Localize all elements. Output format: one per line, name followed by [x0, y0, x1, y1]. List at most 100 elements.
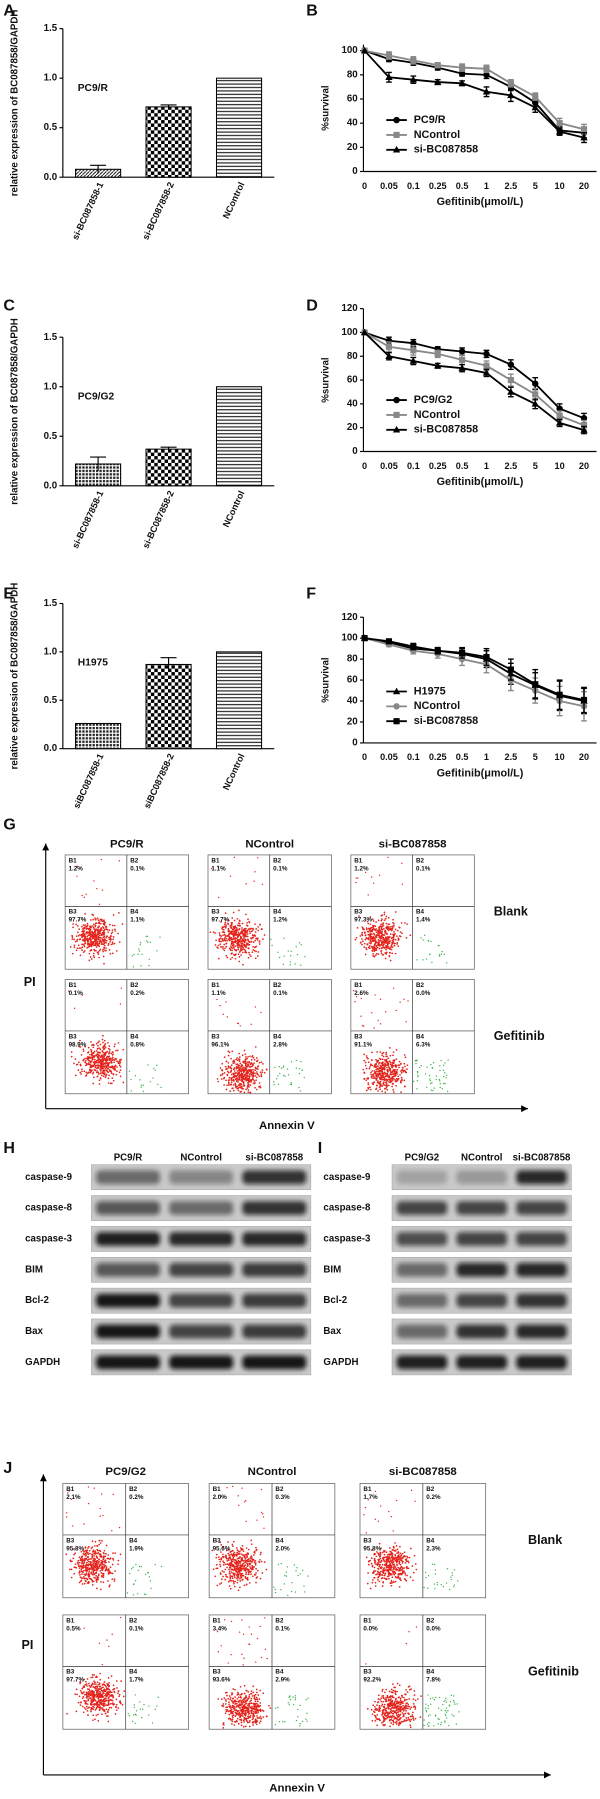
event-dot: [374, 1063, 377, 1066]
event-dot: [243, 1584, 246, 1587]
event-dot: [355, 995, 358, 998]
event-dot: [115, 1058, 118, 1060]
event-dot: [229, 949, 232, 951]
event-dot: [429, 953, 431, 956]
event-dot: [263, 1527, 265, 1529]
event-dot: [400, 1076, 403, 1079]
event-dot: [229, 924, 232, 927]
event-dot: [246, 1087, 249, 1089]
event-dot: [379, 1563, 382, 1566]
event-dot: [387, 917, 390, 919]
event-dot: [107, 1715, 109, 1717]
event-dot: [87, 1573, 90, 1575]
event-dot: [387, 925, 390, 928]
event-dot: [238, 1075, 240, 1078]
event-dot: [224, 1065, 227, 1068]
event-dot: [226, 1067, 228, 1070]
event-dot: [92, 914, 95, 917]
event-dot: [133, 1583, 135, 1585]
event-dot: [100, 1559, 102, 1562]
event-dot: [87, 1057, 90, 1059]
event-dot: [234, 930, 237, 933]
event-dot: [439, 1080, 441, 1082]
event-dot: [369, 1086, 371, 1089]
event-dot: [216, 998, 218, 1001]
quadrant-percent: 0.1%: [130, 865, 145, 872]
event-dot: [387, 1575, 390, 1577]
event-dot: [108, 1066, 111, 1069]
event-dot: [439, 1065, 441, 1067]
event-dot: [383, 1077, 386, 1079]
event-dot: [252, 1568, 254, 1571]
event-dot: [382, 946, 385, 949]
event-dot: [380, 932, 383, 935]
event-dot: [103, 929, 106, 932]
event-dot: [218, 1558, 221, 1561]
event-dot: [434, 1569, 436, 1571]
event-dot: [73, 1566, 76, 1569]
event-dot: [395, 1069, 397, 1071]
event-dot: [239, 949, 242, 952]
event-dot: [108, 1585, 111, 1588]
event-dot: [354, 1000, 356, 1003]
event-dot: [227, 927, 230, 930]
event-dot: [233, 948, 236, 951]
event-dot: [94, 1577, 97, 1579]
quadrant-percent: 0.1%: [273, 990, 288, 997]
event-dot: [107, 1047, 110, 1050]
event-dot: [262, 1516, 265, 1518]
event-dot: [439, 1086, 441, 1089]
quadrant-percent: 0.2%: [426, 1494, 441, 1501]
event-dot: [99, 1685, 102, 1688]
column-title: NControl: [245, 839, 294, 851]
event-dot: [237, 1081, 239, 1083]
event-dot: [214, 1575, 217, 1578]
event-dot: [255, 1546, 257, 1549]
point: [385, 638, 393, 645]
event-dot: [236, 1565, 239, 1567]
event-dot: [236, 1059, 239, 1062]
quadrant-name: B1: [354, 982, 363, 989]
event-dot: [104, 1076, 107, 1079]
event-dot: [229, 939, 232, 941]
event-dot: [93, 1058, 96, 1061]
event-dot: [88, 930, 91, 933]
event-dot: [104, 1054, 107, 1056]
event-dot: [130, 1568, 133, 1570]
event-dot: [102, 1055, 105, 1057]
event-dot: [96, 1055, 99, 1058]
event-dot: [105, 939, 108, 942]
event-dot: [362, 928, 365, 931]
event-dot: [251, 1072, 254, 1075]
event-dot: [242, 1075, 245, 1078]
event-dot: [224, 1568, 227, 1571]
event-dot: [245, 1520, 247, 1523]
event-dot: [230, 953, 233, 955]
event-dot: [367, 894, 369, 896]
quadrant-name: B3: [363, 1537, 372, 1544]
event-dot: [94, 1069, 96, 1071]
event-dot: [98, 1573, 100, 1576]
event-dot: [254, 939, 256, 942]
event-dot: [224, 926, 227, 929]
quadrant-name: B1: [211, 857, 220, 864]
event-dot: [95, 936, 98, 939]
y-tick-label: 40: [347, 398, 358, 409]
event-dot: [263, 934, 266, 936]
event-dot: [259, 923, 261, 926]
point: [360, 46, 369, 54]
quadrant-name: B1: [69, 857, 78, 864]
event-dot: [249, 928, 252, 930]
event-dot: [100, 918, 103, 921]
event-dot: [234, 1553, 237, 1556]
event-dot: [79, 1039, 81, 1042]
x-tick-label: 2.5: [505, 181, 518, 191]
event-dot: [88, 952, 91, 955]
event-dot: [388, 1046, 391, 1049]
event-dot: [149, 1580, 152, 1582]
event-dot: [363, 1072, 366, 1074]
event-dot: [437, 945, 439, 947]
event-dot: [94, 924, 97, 927]
event-dot: [244, 1501, 246, 1503]
event-dot: [111, 924, 114, 927]
